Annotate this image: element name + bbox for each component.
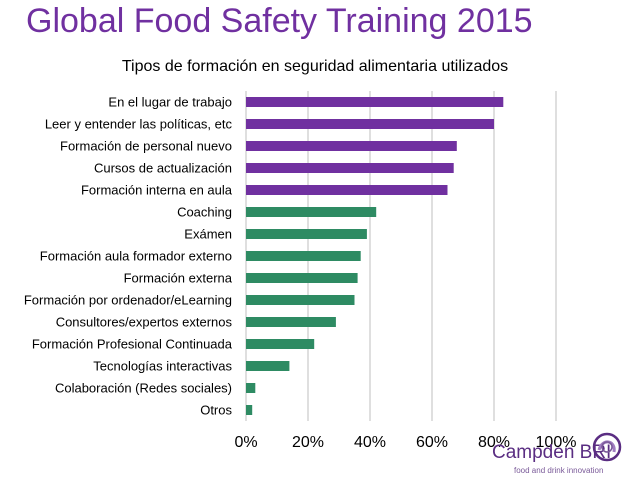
category-label: En el lugar de trabajo	[108, 95, 232, 110]
bar	[246, 207, 377, 217]
category-label: Formación externa	[124, 271, 233, 286]
category-label: Formación aula formador externo	[40, 249, 232, 264]
x-tick-label: 40%	[354, 434, 386, 451]
chart-title: Tipos de formación en seguridad alimenta…	[121, 58, 509, 75]
x-tick-label: 0%	[234, 434, 257, 451]
category-label: Coaching	[177, 205, 232, 220]
category-label: Tecnologías interactivas	[93, 359, 232, 374]
x-tick-label: 80%	[478, 434, 510, 451]
bar	[246, 383, 256, 393]
bar	[246, 163, 454, 173]
category-label: Cursos de actualización	[94, 161, 232, 176]
bar	[246, 295, 355, 305]
category-label: Otros	[200, 403, 232, 418]
category-label: Formación interna en aula	[81, 183, 233, 198]
category-label: Exámen	[184, 227, 232, 242]
bar	[246, 273, 358, 283]
category-label: Leer y entender las políticas, etc	[45, 117, 233, 132]
logo-tagline: food and drink innovation	[514, 466, 604, 475]
bar	[246, 317, 336, 327]
bar	[246, 141, 457, 151]
bar	[246, 119, 494, 129]
bar	[246, 361, 290, 371]
logo-name: Campden BRI	[492, 442, 612, 463]
category-label: Colaboración (Redes sociales)	[55, 381, 232, 396]
bar	[246, 251, 361, 261]
x-tick-label: 100%	[536, 434, 577, 451]
category-label: Formación por ordenador/eLearning	[24, 293, 232, 308]
bar	[246, 339, 315, 349]
x-tick-label: 20%	[292, 434, 324, 451]
category-label: Formación Profesional Continuada	[32, 337, 233, 352]
category-label: Formación de personal nuevo	[60, 139, 232, 154]
bar	[246, 405, 253, 415]
bar	[246, 229, 367, 239]
bar	[246, 185, 448, 195]
logo-swirl-icon	[592, 432, 622, 462]
bar	[246, 97, 504, 107]
page-title: Global Food Safety Training 2015	[26, 2, 533, 40]
x-tick-label: 60%	[416, 434, 448, 451]
category-label: Consultores/expertos externos	[56, 315, 233, 330]
campden-bri-logo: Campden BRI food and drink innovation	[492, 432, 622, 480]
